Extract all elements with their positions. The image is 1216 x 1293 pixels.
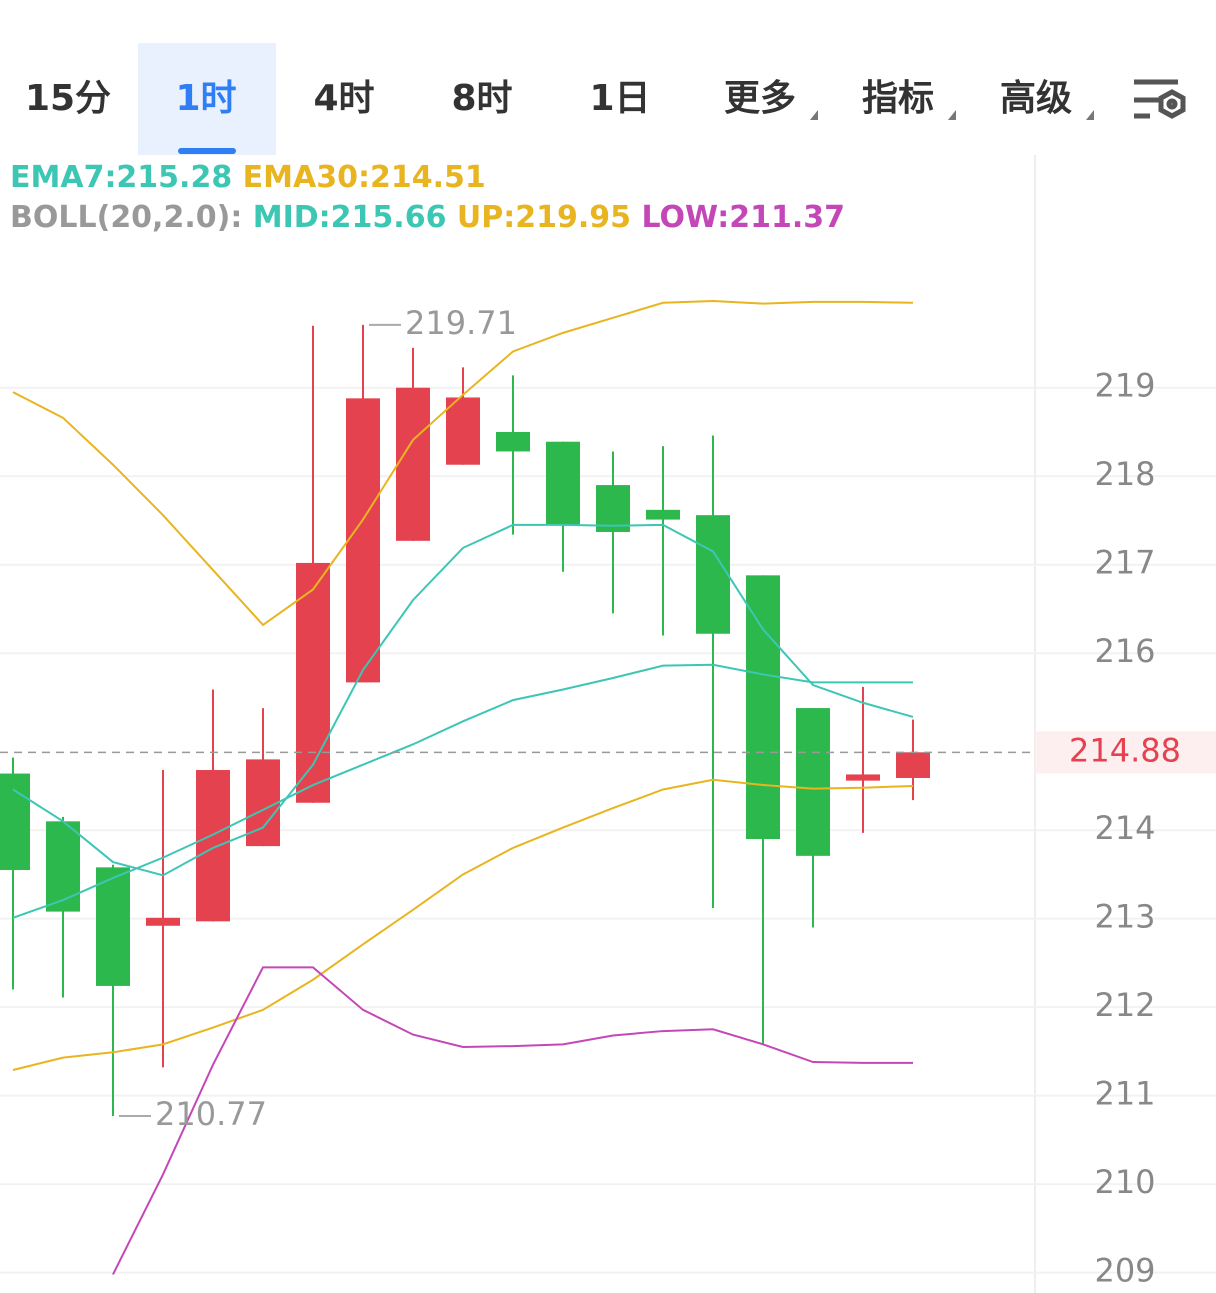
y-tick-label: 217 xyxy=(1094,544,1155,582)
dropdown-caret xyxy=(948,110,956,120)
y-tick-label: 216 xyxy=(1094,632,1155,670)
plot xyxy=(0,300,930,1275)
y-tick-label: 211 xyxy=(1094,1075,1155,1113)
candle-body xyxy=(96,867,130,986)
annotation: 210.77 xyxy=(155,1095,267,1133)
candle-body xyxy=(896,752,930,778)
y-tick-label: 218 xyxy=(1094,455,1155,493)
candle-body xyxy=(196,770,230,922)
candle-body xyxy=(0,773,30,871)
last-price-bg xyxy=(1035,731,1216,774)
last-price-label: 214.88 xyxy=(1069,731,1181,769)
dropdown-caret xyxy=(1086,110,1094,120)
candle-body xyxy=(146,917,180,926)
indicator-line xyxy=(12,778,914,1071)
legend-entry: LOW:211.37 xyxy=(641,200,844,235)
settings-icon[interactable] xyxy=(1134,79,1186,119)
indicator-line xyxy=(12,523,914,877)
y-tick-label: 219 xyxy=(1094,367,1155,405)
candle-body xyxy=(596,485,630,532)
legend-entry: UP:219.95 xyxy=(457,200,631,235)
candle-body xyxy=(546,441,580,525)
candle-body xyxy=(646,509,680,520)
indicator-line xyxy=(12,300,914,627)
legend-group-label: BOLL(20,2.0): xyxy=(10,200,242,235)
y-tick-label: 210 xyxy=(1094,1163,1155,1201)
y-tick-label: 212 xyxy=(1094,986,1155,1024)
y-tick-label: 213 xyxy=(1094,898,1155,936)
candle-body xyxy=(46,821,80,912)
active-tab-underline xyxy=(178,148,236,154)
tab[interactable]: 1时 xyxy=(175,78,236,119)
indicator-line xyxy=(112,966,913,1275)
annotation: 219.71 xyxy=(405,304,517,342)
tab[interactable]: 高级 xyxy=(1000,78,1072,119)
candle-body xyxy=(396,387,430,541)
y-tick-label: 214 xyxy=(1094,809,1155,847)
tab[interactable]: 更多 xyxy=(724,78,796,119)
legend-entry: EMA30:214.51 xyxy=(243,160,486,195)
candle-body xyxy=(846,774,880,781)
candle-body xyxy=(446,397,480,465)
boll-legend: BOLL(20,2.0): MID:215.66 UP:219.95 LOW:2… xyxy=(10,200,845,235)
legend-entry: MID:215.66 xyxy=(253,200,447,235)
candle-body xyxy=(696,515,730,634)
tab[interactable]: 4时 xyxy=(313,78,374,119)
tab[interactable]: 8时 xyxy=(451,78,512,119)
tab[interactable]: 1日 xyxy=(589,78,650,119)
tab[interactable]: 指标 xyxy=(862,78,934,119)
legend-entry: EMA7:215.28 xyxy=(10,160,232,195)
candle-body xyxy=(746,575,780,840)
candle-body xyxy=(796,708,830,856)
candle-body xyxy=(346,398,380,683)
active-tab-bg xyxy=(138,43,276,155)
y-tick-label: 209 xyxy=(1094,1252,1155,1290)
candle-body xyxy=(496,431,530,452)
indicator-line xyxy=(12,663,913,919)
tab[interactable]: 15分 xyxy=(25,78,111,119)
ema-legend: EMA7:215.28 EMA30:214.51 xyxy=(10,160,486,195)
dropdown-caret xyxy=(810,110,818,120)
